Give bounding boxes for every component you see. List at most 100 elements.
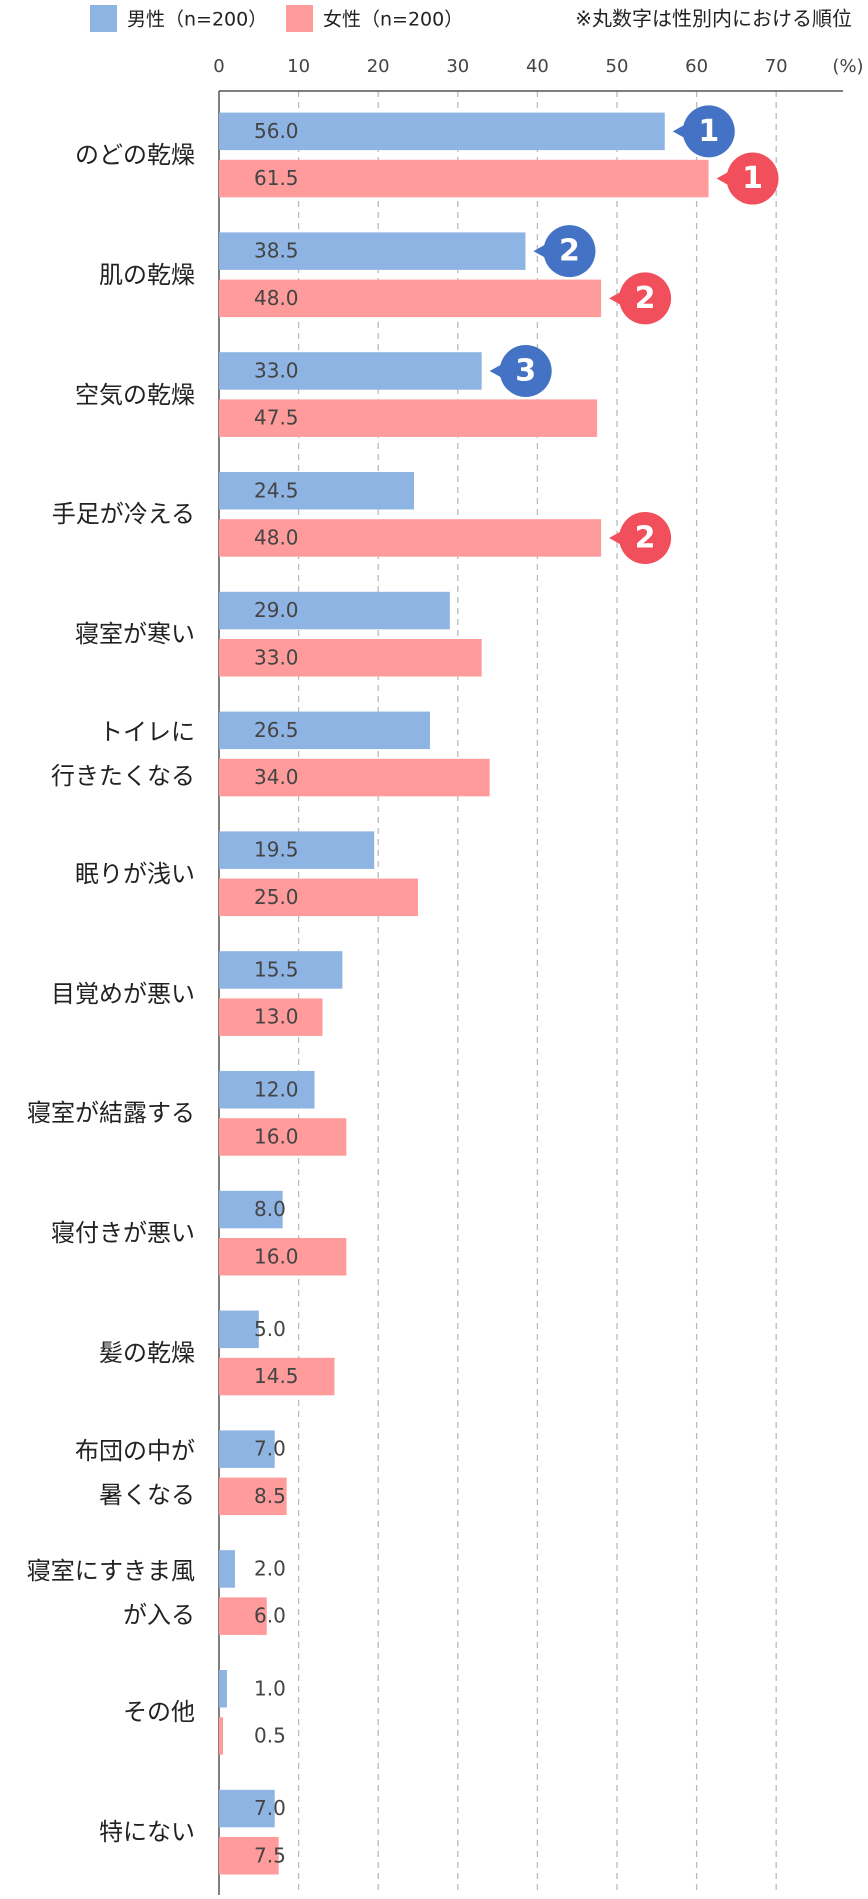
rank-label: 2 [635, 281, 656, 316]
bar [219, 1357, 335, 1396]
value-label: 7.5 [254, 1843, 286, 1867]
value-label: 19.5 [254, 838, 299, 862]
bar [219, 1190, 283, 1229]
value-label: 14.5 [254, 1364, 299, 1388]
value-label: 7.0 [254, 1437, 286, 1461]
bar [219, 591, 450, 630]
value-label: 16.0 [254, 1244, 299, 1268]
category-label: その他 [123, 1698, 195, 1727]
rank-label: 1 [742, 161, 763, 196]
bar [219, 232, 526, 270]
value-label: 56.0 [254, 119, 299, 143]
rank-badge [682, 105, 735, 158]
value-label: 8.0 [254, 1197, 286, 1221]
value-label: 33.0 [254, 358, 299, 382]
category-label: 寝室が結露する [27, 1099, 195, 1128]
bar [219, 998, 323, 1036]
category-label: 眠りが浅い [75, 859, 195, 888]
category-label: 髪の乾燥 [99, 1338, 195, 1367]
value-label: 2.0 [254, 1556, 286, 1580]
category-label: 寝室が寒い [75, 620, 195, 649]
bar [219, 1837, 279, 1875]
bar [219, 1717, 223, 1755]
bar [219, 352, 482, 390]
bar [219, 1310, 259, 1349]
value-label: 48.0 [254, 286, 299, 310]
bar [219, 758, 490, 797]
bar [219, 399, 598, 437]
x-tick-label: 10 [287, 56, 310, 77]
x-tick-label: 0 [213, 56, 224, 77]
value-label: 0.5 [254, 1723, 286, 1747]
value-label: 34.0 [254, 765, 299, 789]
category-label: 寝室にすきま風 が入る [26, 1556, 195, 1629]
value-label: 15.5 [254, 957, 299, 981]
rank-badge [726, 152, 779, 205]
value-label: 13.0 [254, 1005, 299, 1029]
value-label: 24.5 [254, 478, 299, 502]
legend-swatch [286, 5, 313, 32]
value-label: 26.5 [254, 718, 299, 742]
x-tick-label: 40 [526, 56, 549, 77]
rank-label: 1 [698, 114, 719, 149]
x-tick-label: 20 [367, 56, 390, 77]
rank-badge [499, 344, 552, 397]
bar [219, 472, 415, 510]
value-label: 25.0 [254, 885, 299, 909]
rank-badge [543, 225, 596, 278]
bar [219, 878, 418, 917]
bar [219, 519, 602, 557]
category-label: のどの乾燥 [75, 140, 195, 169]
value-label: 6.0 [254, 1604, 286, 1628]
value-label: 8.5 [254, 1484, 286, 1508]
bar [219, 112, 665, 151]
x-tick-label: 50 [606, 56, 629, 77]
bar [219, 279, 602, 318]
category-label: 寝付きが悪い [51, 1219, 195, 1248]
bar [219, 1789, 275, 1828]
value-label: 7.0 [254, 1796, 286, 1820]
bar [219, 639, 482, 677]
value-label: 38.5 [254, 239, 299, 263]
bar [219, 1477, 287, 1516]
bar [219, 831, 375, 869]
bar [219, 951, 343, 989]
value-label: 61.5 [254, 166, 299, 190]
category-label: トイレに 行きたくなる [51, 717, 195, 790]
category-label: 特にない [99, 1818, 195, 1847]
bar [219, 1597, 267, 1635]
value-label: 12.0 [254, 1077, 299, 1101]
category-label: 空気の乾燥 [75, 380, 195, 409]
x-tick-label: 30 [446, 56, 469, 77]
bar [219, 1550, 235, 1588]
bar [219, 711, 430, 750]
rank-label: 2 [559, 234, 580, 269]
value-label: 33.0 [254, 645, 299, 669]
x-tick-label: 70 [765, 56, 788, 77]
legend-label: 男性（n=200） [127, 9, 267, 31]
category-label: 肌の乾燥 [99, 260, 195, 289]
value-label: 29.0 [254, 598, 299, 622]
x-tick-label: 60 [685, 56, 708, 77]
value-label: 16.0 [254, 1124, 299, 1148]
rank-badge [619, 272, 672, 325]
legend-swatch [90, 5, 117, 32]
bar [219, 1118, 347, 1156]
category-label: 布団の中が 暑くなる [75, 1436, 195, 1509]
category-label: 手足が冷える [51, 500, 195, 529]
bar [219, 1071, 315, 1109]
x-unit: (%) [832, 56, 863, 77]
value-label: 1.0 [254, 1676, 286, 1700]
rank-label: 3 [515, 353, 536, 388]
value-label: 48.0 [254, 525, 299, 549]
category-label: 目覚めが悪い [51, 979, 195, 1008]
legend-label: 女性（n=200） [323, 9, 463, 31]
value-label: 5.0 [254, 1317, 286, 1341]
bar [219, 1238, 347, 1276]
rank-label: 2 [635, 520, 656, 555]
note: ※丸数字は性別内における順位 [575, 7, 852, 31]
bar [219, 1670, 227, 1708]
bar [219, 1430, 275, 1468]
